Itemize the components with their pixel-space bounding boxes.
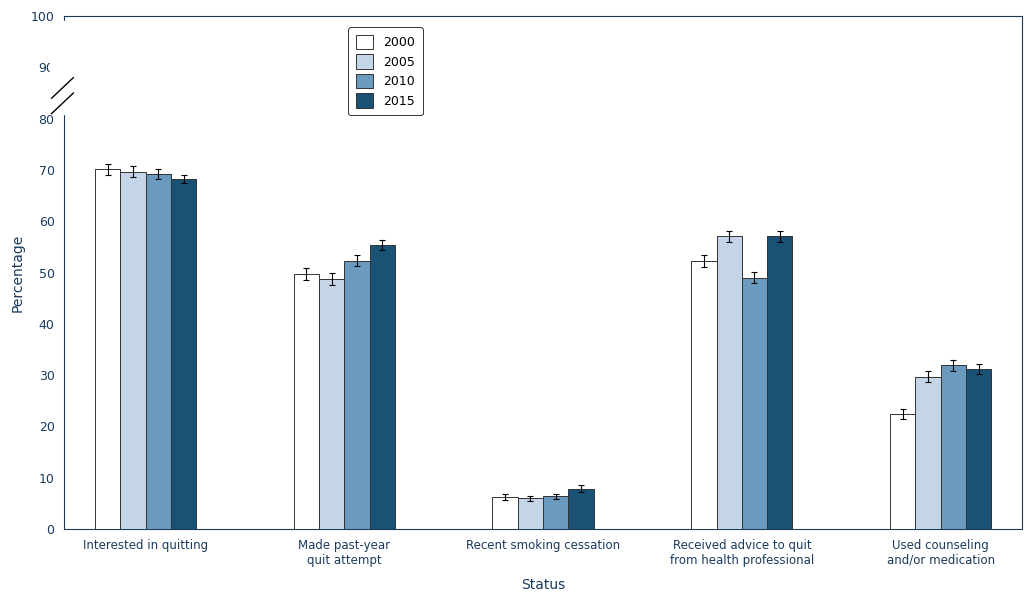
Bar <box>717 236 742 529</box>
Bar <box>742 278 768 529</box>
Bar <box>691 260 717 529</box>
Legend: 2000, 2005, 2010, 2015: 2000, 2005, 2010, 2015 <box>348 28 422 115</box>
Bar <box>915 377 941 529</box>
Bar <box>170 179 196 529</box>
Bar <box>568 488 594 529</box>
Bar <box>493 497 518 529</box>
Bar <box>146 174 170 529</box>
Bar <box>370 245 395 529</box>
Bar <box>319 279 344 529</box>
Bar <box>293 274 319 529</box>
Bar <box>95 169 120 529</box>
Bar <box>344 260 370 529</box>
Bar <box>941 365 966 529</box>
Bar <box>120 171 146 529</box>
Bar <box>518 498 543 529</box>
Bar <box>890 414 915 529</box>
Y-axis label: Percentage: Percentage <box>11 233 25 312</box>
Bar <box>768 236 792 529</box>
Bar <box>966 369 992 529</box>
Bar <box>543 496 568 529</box>
X-axis label: Status: Status <box>521 578 565 592</box>
